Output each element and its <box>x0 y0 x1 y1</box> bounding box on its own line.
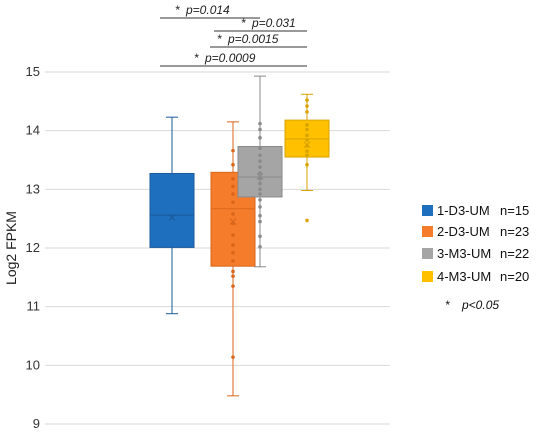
p-value-label: p=0.031 <box>251 16 296 30</box>
legend-label: 1-D3-UM <box>437 203 490 218</box>
data-point <box>258 192 262 196</box>
box-series <box>149 75 330 397</box>
significance-note: * p<0.05 <box>445 298 499 312</box>
data-point <box>258 187 262 192</box>
data-point <box>258 213 262 218</box>
data-point <box>258 165 262 169</box>
data-point <box>231 233 235 237</box>
y-tick-label: 14 <box>26 123 40 138</box>
data-point <box>231 274 235 278</box>
y-tick-label: 10 <box>26 357 40 372</box>
data-point <box>231 284 235 288</box>
data-point <box>258 127 262 132</box>
y-tick-labels: 9 10 11 12 13 14 15 <box>26 64 40 431</box>
data-point <box>258 219 262 224</box>
legend-label: 4-M3-UM <box>437 269 491 284</box>
data-point <box>231 192 235 196</box>
mean-marker <box>303 141 311 149</box>
p-value-label: p=0.0015 <box>227 32 279 46</box>
y-tick-label: 12 <box>26 240 40 255</box>
box-4-M3-UM <box>284 93 330 223</box>
legend-n: n=23 <box>500 224 529 239</box>
data-point <box>305 127 309 132</box>
data-point <box>258 171 262 175</box>
data-point <box>305 153 309 158</box>
legend-item: 1-D3-UM n=15 <box>422 203 529 218</box>
data-point <box>258 146 262 151</box>
data-point <box>258 121 262 126</box>
data-point <box>258 135 262 140</box>
significance-star: * <box>194 51 199 65</box>
p-value-label: p=0.014 <box>185 3 230 17</box>
significance-star: * <box>217 32 222 46</box>
legend-label: 2-D3-UM <box>437 224 490 239</box>
data-point <box>305 138 309 142</box>
data-point <box>231 162 235 167</box>
mean-marker <box>256 173 264 180</box>
data-point <box>231 250 235 255</box>
y-tick-label: 9 <box>33 416 40 431</box>
legend-swatch <box>422 248 433 259</box>
legend-item: 3-M3-UM n=22 <box>422 246 529 261</box>
legend-item: 2-D3-UM n=23 <box>422 224 529 239</box>
legend-swatch <box>422 205 433 216</box>
data-point <box>231 200 235 205</box>
data-point <box>258 198 262 202</box>
box-1-D3-UM <box>149 116 195 315</box>
legend: 1-D3-UM n=15 2-D3-UM n=23 3-M3-UM n=22 4-M3-UM… <box>422 203 529 284</box>
data-point <box>305 98 309 102</box>
y-tick-label: 11 <box>27 299 41 314</box>
legend-n: n=20 <box>500 269 529 284</box>
significance-brackets: * p=0.014 * p=0.031 * p=0.0015 * p=0.0009 <box>160 3 307 67</box>
footnote-text: p<0.05 <box>461 298 499 312</box>
data-point <box>231 184 235 189</box>
data-point <box>258 181 262 186</box>
mean-marker <box>229 218 237 226</box>
data-point <box>258 234 262 239</box>
box-3-M3-UM <box>237 75 283 268</box>
p-value-label: p=0.0009 <box>204 51 256 65</box>
footnote-star: * <box>445 298 450 312</box>
data-point <box>305 149 309 153</box>
data-point <box>231 259 235 263</box>
y-tick-label: 15 <box>26 64 40 79</box>
data-point <box>258 205 262 209</box>
legend-n: n=22 <box>500 246 529 261</box>
data-point <box>231 176 235 181</box>
data-point <box>231 269 235 274</box>
mean-marker <box>168 214 176 221</box>
data-point <box>305 110 309 114</box>
legend-n: n=15 <box>500 203 529 218</box>
data-point <box>305 123 309 127</box>
significance-star: * <box>241 16 246 30</box>
data-point <box>231 355 235 359</box>
data-point <box>258 153 262 158</box>
legend-swatch <box>422 226 433 237</box>
y-axis-label: Log2 FPKM <box>3 211 19 285</box>
box-iqr <box>149 172 195 248</box>
data-point <box>231 243 235 247</box>
data-point <box>305 162 309 167</box>
legend-item: 4-M3-UM n=20 <box>422 269 529 284</box>
y-tick-label: 13 <box>26 181 40 196</box>
data-point <box>305 104 309 108</box>
data-point <box>305 133 309 138</box>
data-point <box>231 148 235 153</box>
data-point <box>258 245 262 249</box>
data-point <box>305 218 309 223</box>
significance-star: * <box>175 3 180 17</box>
legend-label: 3-M3-UM <box>437 246 491 261</box>
data-point <box>258 159 262 163</box>
data-point <box>231 212 235 216</box>
legend-swatch <box>422 271 433 282</box>
